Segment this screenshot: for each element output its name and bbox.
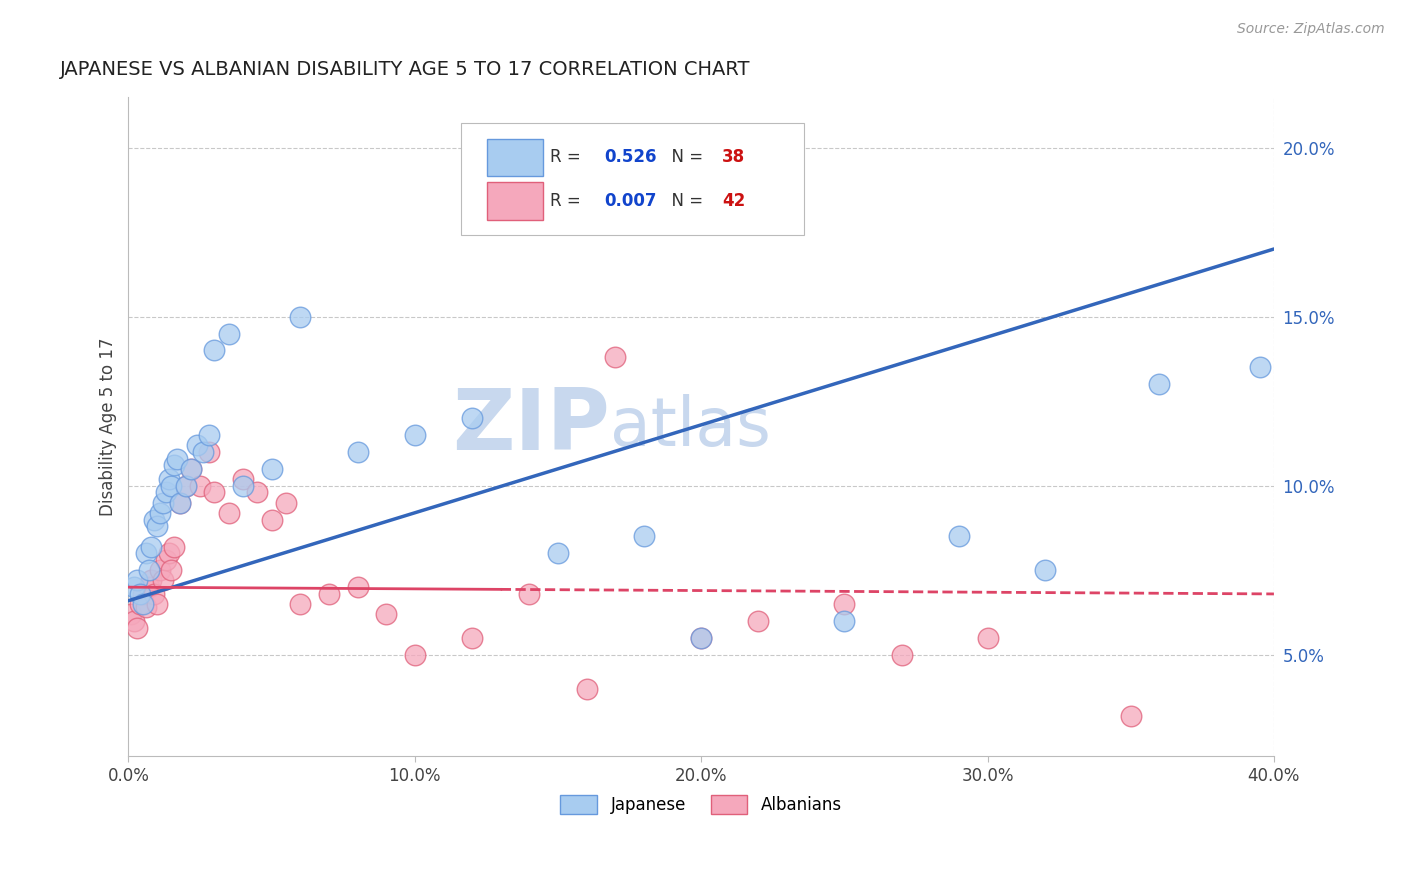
FancyBboxPatch shape <box>486 139 543 176</box>
Point <box>461 411 484 425</box>
Point <box>152 495 174 509</box>
Point <box>125 621 148 635</box>
Point <box>197 445 219 459</box>
Text: Source: ZipAtlas.com: Source: ZipAtlas.com <box>1237 22 1385 37</box>
Point <box>747 614 769 628</box>
Point <box>834 597 856 611</box>
Text: N =: N = <box>661 192 709 210</box>
Legend: Japanese, Albanians: Japanese, Albanians <box>554 788 849 821</box>
Point <box>202 485 225 500</box>
Point <box>174 479 197 493</box>
Point <box>260 512 283 526</box>
Point <box>318 587 340 601</box>
Point <box>141 540 163 554</box>
Point <box>138 563 160 577</box>
Text: N =: N = <box>661 148 709 167</box>
FancyBboxPatch shape <box>461 123 804 235</box>
Point <box>122 614 145 628</box>
Point <box>155 553 177 567</box>
Y-axis label: Disability Age 5 to 17: Disability Age 5 to 17 <box>100 337 117 516</box>
Point <box>138 580 160 594</box>
Point <box>149 506 172 520</box>
Text: 0.526: 0.526 <box>603 148 657 167</box>
Point <box>690 631 713 645</box>
Point <box>163 458 186 473</box>
Point <box>135 600 157 615</box>
Point <box>129 587 152 601</box>
Text: R =: R = <box>550 192 586 210</box>
Point <box>146 597 169 611</box>
Text: 38: 38 <box>721 148 745 167</box>
Point <box>166 451 188 466</box>
Point <box>146 519 169 533</box>
Point <box>180 462 202 476</box>
Point <box>125 574 148 588</box>
Point <box>346 445 368 459</box>
Point <box>246 485 269 500</box>
Point <box>690 631 713 645</box>
Point <box>290 310 312 324</box>
Point <box>890 648 912 662</box>
Point <box>1119 708 1142 723</box>
Point <box>218 506 240 520</box>
Point <box>135 546 157 560</box>
Point <box>160 479 183 493</box>
Point <box>149 563 172 577</box>
Point <box>346 580 368 594</box>
Point <box>160 563 183 577</box>
Point <box>163 540 186 554</box>
Point <box>202 343 225 358</box>
Point <box>1249 360 1271 375</box>
Point <box>605 350 627 364</box>
Point <box>404 648 426 662</box>
Point <box>155 485 177 500</box>
Point <box>1033 563 1056 577</box>
Point <box>132 587 155 601</box>
Text: ZIP: ZIP <box>451 385 610 468</box>
Point <box>260 462 283 476</box>
Point <box>1149 377 1171 392</box>
Point <box>191 445 214 459</box>
Point <box>122 580 145 594</box>
Point <box>375 607 398 622</box>
Point <box>157 472 180 486</box>
Point <box>834 614 856 628</box>
Point <box>232 479 254 493</box>
Point <box>633 529 655 543</box>
Text: R =: R = <box>550 148 586 167</box>
Point <box>174 479 197 493</box>
Text: atlas: atlas <box>610 393 770 459</box>
Text: 0.007: 0.007 <box>603 192 657 210</box>
Point <box>197 428 219 442</box>
Point <box>575 681 598 696</box>
Point <box>129 597 152 611</box>
Point <box>120 607 142 622</box>
Point <box>290 597 312 611</box>
Point <box>274 495 297 509</box>
FancyBboxPatch shape <box>486 182 543 219</box>
Point <box>976 631 998 645</box>
Point <box>141 574 163 588</box>
Point <box>157 546 180 560</box>
Text: 42: 42 <box>721 192 745 210</box>
Point <box>186 438 208 452</box>
Point <box>152 574 174 588</box>
Point <box>132 597 155 611</box>
Point <box>461 631 484 645</box>
Point <box>180 462 202 476</box>
Point <box>143 512 166 526</box>
Point <box>188 479 211 493</box>
Point <box>547 546 569 560</box>
Point <box>519 587 541 601</box>
Point <box>143 587 166 601</box>
Point <box>169 495 191 509</box>
Text: JAPANESE VS ALBANIAN DISABILITY AGE 5 TO 17 CORRELATION CHART: JAPANESE VS ALBANIAN DISABILITY AGE 5 TO… <box>59 60 751 78</box>
Point <box>404 428 426 442</box>
Point <box>232 472 254 486</box>
Point <box>169 495 191 509</box>
Point <box>218 326 240 341</box>
Point <box>948 529 970 543</box>
